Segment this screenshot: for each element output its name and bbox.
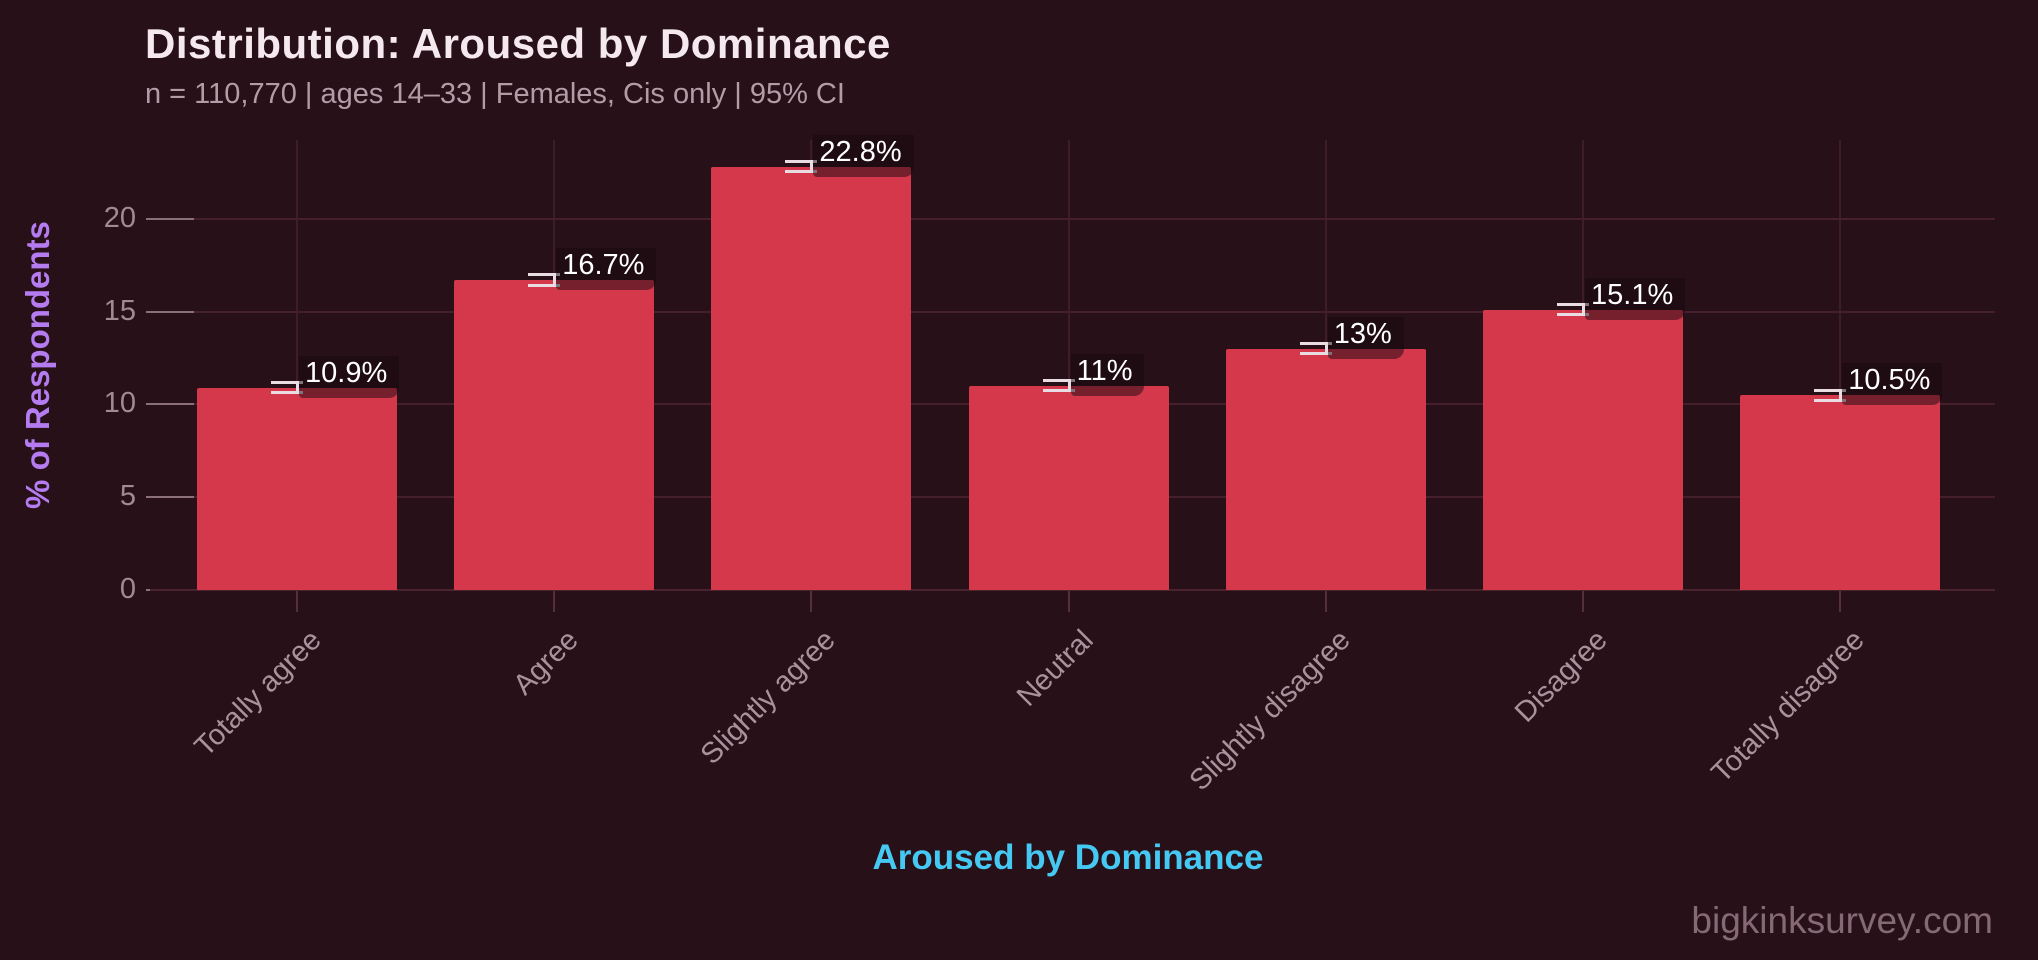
x-tick-mark (1839, 591, 1842, 612)
x-tick-mark (1324, 591, 1327, 612)
error-bar-cap-bottom (271, 391, 303, 395)
x-tick-label: Slightly agree (695, 624, 843, 771)
x-axis-title: Aroused by Dominance (872, 838, 1264, 877)
error-bar-cap-bottom (1299, 352, 1332, 356)
x-tick-label: Disagree (1508, 624, 1614, 729)
error-bar-cap-top (785, 160, 818, 164)
error-bar-cap-top (1557, 303, 1589, 307)
x-tick-mark (1067, 591, 1070, 612)
bar-value-label: 22.8% (813, 134, 914, 177)
x-tick-mark (553, 591, 556, 612)
error-bar-cap-top (528, 273, 561, 277)
x-tick-mark (1582, 591, 1584, 612)
bar-totally-disagree (1740, 395, 1941, 590)
bar-neutral (968, 385, 1169, 590)
y-tick-label: 20 (103, 201, 136, 234)
x-tick-mark (810, 591, 813, 612)
error-bar-cap-bottom (528, 283, 561, 287)
bar-totally-agree (197, 387, 397, 590)
error-bar-line (1324, 343, 1328, 355)
x-tick-label: Slightly disagree (1183, 624, 1357, 798)
error-bar-cap-bottom (1042, 389, 1075, 393)
vertical-gridline (296, 140, 298, 590)
x-tick-label: Neutral (1010, 624, 1100, 713)
horizontal-gridline (150, 310, 1995, 313)
y-tick-mark (146, 403, 194, 406)
x-tick-label: Agree (507, 624, 585, 702)
bar-value-label: 15.1% (1585, 277, 1686, 320)
y-tick-mark (146, 310, 194, 313)
error-bar-cap-top (1814, 388, 1847, 392)
error-bar-line (1582, 304, 1585, 316)
bar-value-label: 11% (1070, 353, 1145, 396)
error-bar-cap-top (271, 381, 303, 385)
error-bar-line (1839, 389, 1843, 401)
bar-agree (454, 280, 655, 590)
watermark: bigkinksurvey.com (1691, 900, 1993, 941)
error-bar-cap-bottom (1814, 398, 1847, 402)
bar-slightly-disagree (1225, 348, 1426, 590)
chart-title: Distribution: Aroused by Dominance (145, 20, 891, 67)
bar-disagree (1483, 309, 1683, 590)
bar-value-label: 13% (1327, 316, 1404, 359)
horizontal-gridline (150, 217, 1995, 220)
bar-value-label: 10.9% (299, 355, 400, 398)
error-bar-cap-bottom (785, 170, 818, 174)
error-bar-line (553, 274, 557, 286)
x-tick-mark (296, 591, 298, 612)
error-bar-line (810, 161, 814, 173)
error-bar-cap-top (1299, 342, 1332, 346)
error-bar-cap-top (1042, 379, 1075, 383)
error-bar-line (296, 382, 299, 394)
y-axis-title: % of Respondents (19, 221, 56, 509)
error-bar-line (1067, 380, 1071, 392)
vertical-gridline (1839, 140, 1842, 590)
y-tick-label: 15 (103, 294, 136, 327)
bar-value-label: 10.5% (1842, 363, 1943, 406)
y-tick-mark (146, 496, 194, 499)
chart-subtitle: n = 110,770 | ages 14–33 | Females, Cis … (145, 78, 845, 110)
y-tick-mark (146, 217, 194, 220)
x-axis-line (150, 589, 1995, 591)
bar-slightly-agree (711, 166, 912, 590)
x-tick-label: Totally disagree (1705, 624, 1871, 790)
y-tick-label: 10 (103, 387, 136, 420)
bar-value-label: 16.7% (556, 248, 657, 291)
y-tick-label: 0 (119, 573, 136, 605)
x-tick-label: Totally agree (188, 624, 328, 763)
error-bar-cap-bottom (1557, 313, 1589, 317)
y-tick-label: 5 (119, 480, 136, 513)
vertical-gridline (1067, 140, 1070, 590)
